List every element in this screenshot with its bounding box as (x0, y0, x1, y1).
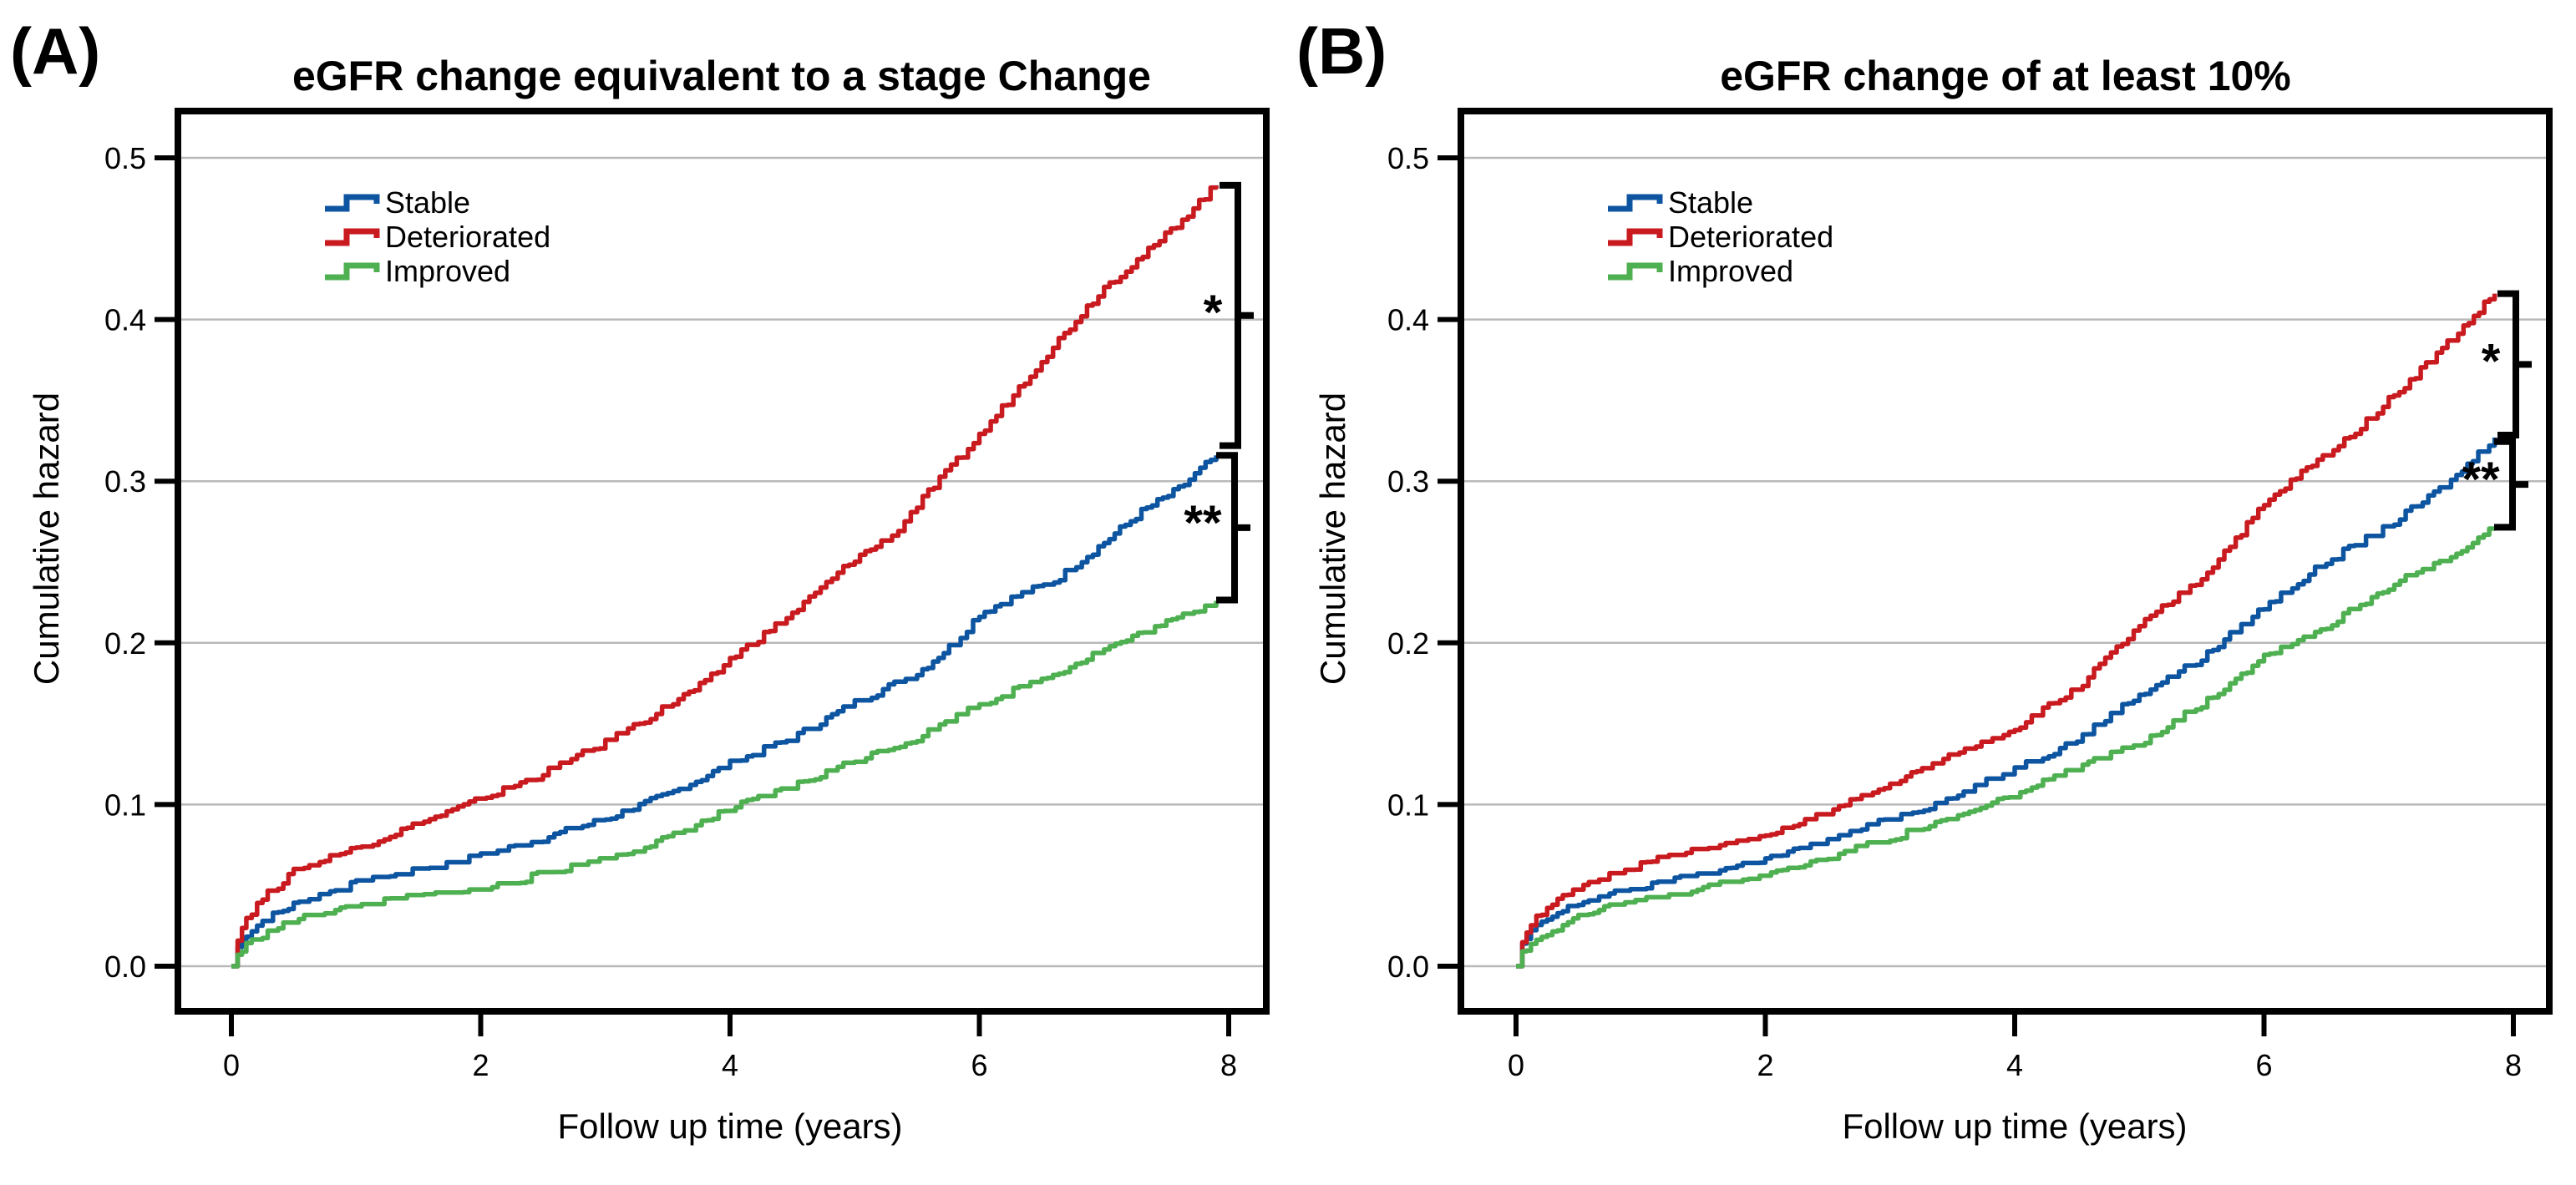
panel-a-y-tick-label: 0.5 (104, 141, 146, 175)
panel-a-significance-brace-1 (1220, 181, 1254, 449)
panel-a-x-axis-label: Follow up time (years) (557, 1107, 902, 1146)
panel-b-y-tick-label: 0.4 (1387, 303, 1429, 337)
panel-a-x-tick-label: 0 (223, 1048, 240, 1082)
panel-b-x-tick-label: 6 (2255, 1048, 2272, 1082)
panel-a-x-tick-label: 8 (1220, 1048, 1237, 1082)
panel-b-significance-brace-1 (2497, 290, 2532, 439)
panel-a-y-tick-label: 0.3 (104, 464, 146, 499)
panel-b-x-tick-label: 4 (2006, 1048, 2023, 1082)
panel-b-y-tick-label: 0.2 (1387, 626, 1429, 661)
panel-a-legend-label-stable: Stable (385, 185, 470, 220)
panel-b-letter: (B) (1296, 14, 1387, 88)
panel-b-curve-deteriorated (1516, 293, 2497, 969)
panel-a-plot-box (175, 108, 1270, 1015)
panel-a-legend-key-improved (325, 262, 380, 281)
panel-a-title: eGFR change equivalent to a stage Change (292, 53, 1151, 99)
panel-a-x-tick-label: 4 (722, 1048, 738, 1082)
panel-a-curve-stable (231, 455, 1219, 969)
panel-b-x-tick-label: 0 (1508, 1048, 1524, 1082)
panel-a-legend-label-deteriorated: Deteriorated (385, 220, 550, 254)
panel-b-y-tick-label: 0.5 (1387, 141, 1429, 175)
panel-b-significance-brace-2 (2494, 438, 2528, 531)
panel-b-y-tick-label: 0.3 (1387, 464, 1429, 499)
panel-a-curve-improved (231, 600, 1219, 969)
panel-a-y-tick-label: 0.4 (104, 303, 146, 337)
panel-b-title: eGFR change of at least 10% (1720, 53, 2291, 99)
panel-b-legend-label-deteriorated: Deteriorated (1668, 220, 1833, 254)
panel-a-legend-label-improved: Improved (385, 254, 510, 288)
panel-b-x-axis-label: Follow up time (years) (1842, 1107, 2187, 1146)
panel-b-curve-improved (1516, 526, 2497, 969)
panel-b-significance-star-2: ** (2462, 453, 2500, 507)
panel-b-legend-key-improved (1608, 262, 1663, 281)
panel-b-y-tick-label: 0.1 (1387, 787, 1429, 822)
panel-a-letter: (A) (10, 14, 100, 88)
panel-a-y-tick-label: 0.0 (104, 950, 146, 984)
panel-b-legend-key-deteriorated (1608, 228, 1663, 246)
panel-a-y-axis-label: Cumulative hazard (27, 392, 66, 685)
panel-a-significance-brace-2 (1216, 452, 1250, 604)
panel-a-legend-key-stable (325, 194, 380, 212)
panel-b-y-axis-label: Cumulative hazard (1313, 392, 1352, 685)
panel-b-legend-key-stable (1608, 194, 1663, 212)
panel-b-legend-label-stable: Stable (1668, 185, 1753, 220)
panel-b-legend-label-improved: Improved (1668, 254, 1793, 288)
panel-a-curve-deteriorated (231, 185, 1219, 969)
panel-a-y-tick-label: 0.2 (104, 626, 146, 661)
panel-b-x-tick-label: 8 (2505, 1048, 2522, 1082)
panel-a-x-tick-label: 2 (472, 1048, 489, 1082)
panel-b-curve-stable (1516, 437, 2497, 969)
panel-a-x-tick-label: 6 (971, 1048, 987, 1082)
panel-a-y-tick-label: 0.1 (104, 787, 146, 822)
panel-b-x-tick-label: 2 (1757, 1048, 1773, 1082)
panel-a-significance-star-2: ** (1184, 496, 1222, 550)
panel-b-y-tick-label: 0.0 (1387, 950, 1429, 984)
panel-b-significance-star-1: * (2482, 334, 2501, 388)
panel-a-legend-key-deteriorated (325, 228, 380, 246)
panel-b-plot-box (1458, 108, 2553, 1015)
panel-a-significance-star-1: * (1204, 286, 1223, 340)
